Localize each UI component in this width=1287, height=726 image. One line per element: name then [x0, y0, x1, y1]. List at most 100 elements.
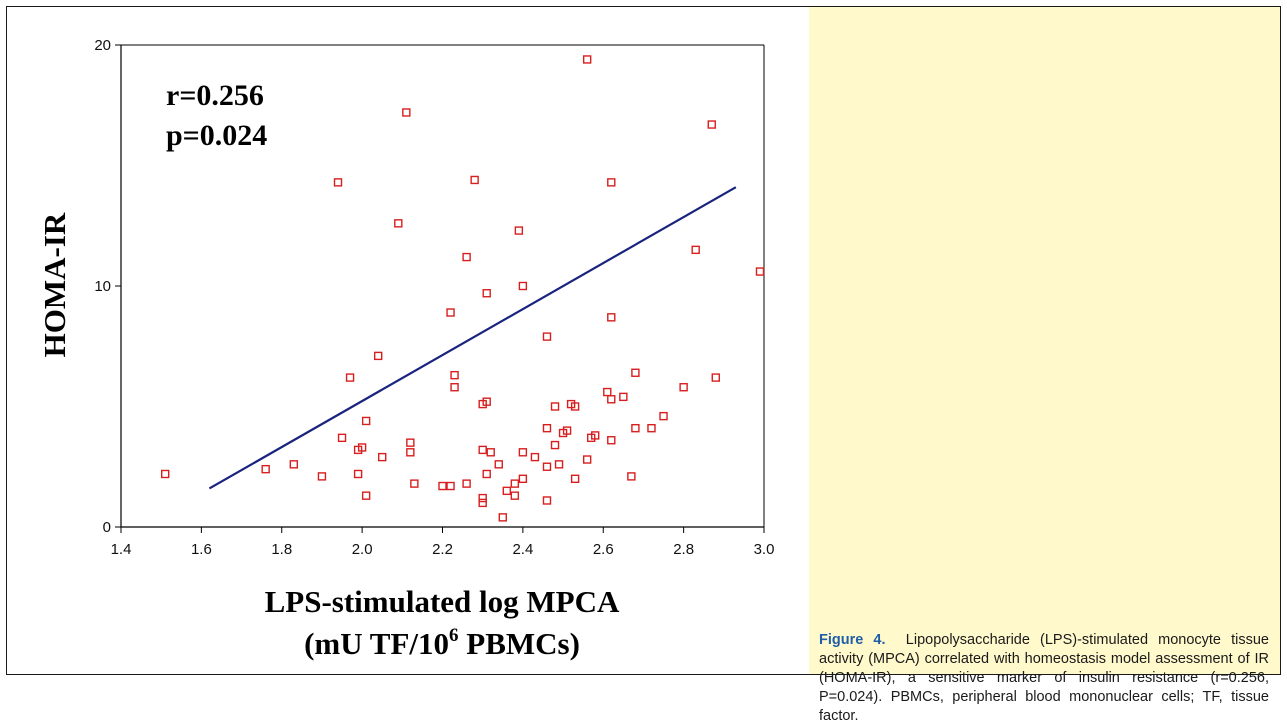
- data-point: [406, 438, 415, 447]
- data-point: [394, 219, 403, 228]
- data-point: [562, 426, 572, 435]
- data-point: [510, 491, 520, 500]
- data-point: [317, 472, 327, 481]
- caption-text: Lipopolysaccharide (LPS)-stimulated mono…: [819, 632, 1269, 724]
- data-point: [631, 423, 640, 433]
- data-point: [478, 493, 487, 503]
- data-point: [410, 479, 419, 488]
- data-point: [607, 395, 616, 404]
- data-point: [406, 448, 415, 457]
- data-point: [478, 498, 487, 508]
- y-tick-label: 0: [103, 519, 111, 536]
- data-point: [450, 370, 459, 380]
- data-point: [570, 402, 580, 411]
- data-point: [607, 436, 616, 445]
- x-tick-label: 2.2: [432, 541, 453, 558]
- x-axis-label-line1: LPS-stimulated log MPCA: [265, 584, 620, 619]
- data-point: [518, 474, 528, 483]
- data-point: [261, 464, 270, 474]
- caption-label: Figure 4.: [819, 632, 886, 648]
- data-point: [554, 460, 564, 469]
- data-point: [514, 226, 524, 235]
- x-ticks: 1.4 1.6 1.8 2.0 2.2 2.4 2.6 2.8 3.0: [111, 527, 775, 558]
- data-point: [462, 252, 471, 262]
- caption-panel: Figure 4. Lipopolysaccharide (LPS)-stimu…: [809, 7, 1280, 724]
- data-point: [619, 392, 628, 402]
- data-point: [361, 416, 371, 426]
- data-point: [289, 460, 299, 469]
- data-point: [161, 469, 170, 479]
- data-point: [518, 281, 528, 291]
- data-point: [353, 469, 363, 479]
- x-tick-label: 3.0: [754, 541, 775, 558]
- data-point: [582, 455, 592, 464]
- data-point: [711, 373, 720, 382]
- data-point: [627, 472, 636, 481]
- data-point: [755, 267, 765, 276]
- annotation-r: r=0.256: [166, 79, 264, 112]
- data-point: [518, 448, 528, 457]
- data-point: [542, 462, 552, 471]
- data-point: [374, 351, 383, 361]
- x-axis-unit-post: PBMCs): [459, 626, 580, 661]
- data-point: [691, 245, 700, 255]
- data-point: [510, 479, 520, 488]
- data-point: [607, 313, 616, 322]
- figure-frame: 1.4 1.6 1.8 2.0 2.2 2.4 2.6 2.8 3.0 0 10 20 r=0.25…: [6, 6, 1281, 724]
- data-point: [502, 486, 511, 496]
- data-point: [530, 452, 540, 462]
- data-point: [470, 175, 479, 185]
- x-tick-label: 1.6: [191, 541, 212, 558]
- annotation-p: p=0.024: [166, 119, 267, 152]
- data-point: [345, 373, 355, 382]
- data-point: [494, 460, 503, 469]
- x-axis-label-line2: (mU TF/106 PBMCs): [304, 625, 580, 661]
- data-point: [478, 445, 487, 455]
- data-point: [679, 383, 688, 392]
- data-point: [450, 383, 459, 392]
- scatter-chart: 1.4 1.6 1.8 2.0 2.2 2.4 2.6 2.8 3.0 0 10 20 r=0.25…: [37, 37, 775, 661]
- x-axis-unit-sup: 6: [449, 625, 459, 646]
- plot-area: [120, 44, 765, 528]
- data-point: [482, 289, 491, 298]
- y-tick-label: 10: [94, 278, 111, 295]
- data-point: [607, 178, 616, 187]
- data-point: [582, 55, 592, 64]
- data-point: [631, 368, 640, 377]
- data-point: [333, 178, 343, 187]
- data-point: [446, 481, 455, 491]
- data-point: [591, 431, 600, 440]
- data-point: [603, 387, 612, 397]
- x-axis-unit-pre: (mU TF/10: [304, 626, 449, 661]
- regression-line: [208, 186, 737, 490]
- data-point: [438, 481, 447, 491]
- y-tick-label: 20: [94, 37, 111, 54]
- data-points: [161, 55, 765, 522]
- data-point: [550, 402, 560, 411]
- data-point: [498, 513, 507, 522]
- x-tick-label: 1.4: [111, 541, 132, 558]
- data-point: [361, 491, 371, 500]
- data-point: [550, 440, 560, 450]
- data-point: [402, 108, 411, 117]
- x-tick-label: 2.0: [352, 541, 373, 558]
- figure-caption: Figure 4. Lipopolysaccharide (LPS)-stimu…: [819, 631, 1269, 726]
- data-point: [462, 479, 471, 488]
- data-point: [357, 443, 367, 452]
- x-tick-label: 2.4: [512, 541, 533, 558]
- data-point: [378, 452, 387, 462]
- y-ticks: 0 10 20: [94, 37, 121, 536]
- data-point: [659, 411, 668, 421]
- data-point: [707, 120, 716, 129]
- data-point: [542, 423, 552, 433]
- y-axis-label: HOMA-IR: [37, 212, 72, 357]
- x-tick-label: 2.8: [673, 541, 694, 558]
- data-point: [486, 448, 495, 457]
- data-point: [570, 474, 580, 483]
- data-point: [337, 433, 347, 443]
- data-point: [482, 397, 491, 406]
- x-tick-label: 1.8: [271, 541, 292, 558]
- data-point: [542, 332, 552, 341]
- data-point: [542, 496, 552, 505]
- data-point: [647, 423, 656, 433]
